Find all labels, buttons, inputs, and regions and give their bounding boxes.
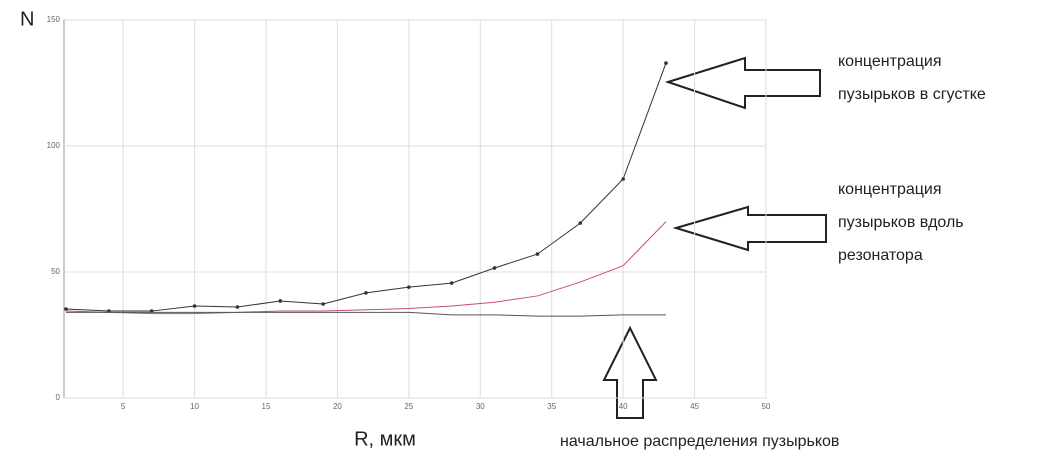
marker <box>621 177 625 181</box>
arrow <box>602 325 658 419</box>
annotation: концентрация <box>838 53 942 70</box>
y-tick-label: 50 <box>51 267 60 276</box>
x-tick-label: 45 <box>690 402 699 411</box>
annotation: пузырьков в сгустке <box>838 86 986 103</box>
x-tick-label: 35 <box>547 402 556 411</box>
x-tick-label: 10 <box>190 402 199 411</box>
x-axis-label: R, мкм <box>354 428 416 450</box>
marker <box>235 305 240 309</box>
y-tick-label: 150 <box>47 15 61 24</box>
x-tick-label: 5 <box>121 402 126 411</box>
x-tick-label: 30 <box>476 402 485 411</box>
x-tick-label: 25 <box>404 402 413 411</box>
marker <box>449 281 454 285</box>
annotation: начальное распределения пузырьков <box>560 433 839 450</box>
marker <box>321 302 325 306</box>
series-line <box>65 62 667 312</box>
arrows <box>602 56 827 419</box>
marker <box>407 285 411 289</box>
marker <box>278 299 283 303</box>
marker <box>64 307 68 311</box>
arrow <box>664 56 821 110</box>
marker <box>492 266 497 270</box>
marker <box>664 61 668 65</box>
annotation: резонатора <box>838 247 923 264</box>
marker <box>578 221 583 225</box>
x-tick-label: 40 <box>619 402 628 411</box>
y-tick-label: 0 <box>56 393 61 402</box>
series-line <box>66 311 666 317</box>
marker <box>192 304 197 308</box>
marker <box>364 291 368 295</box>
y-axis-label: N <box>20 8 34 30</box>
series-line <box>65 221 667 315</box>
arrow <box>672 205 827 252</box>
annotation: концентрация <box>838 181 942 198</box>
y-tick-label: 100 <box>47 141 61 150</box>
x-tick-label: 15 <box>262 402 271 411</box>
annotation: пузырьков вдоль <box>838 214 964 231</box>
marker <box>535 252 540 256</box>
x-tick-label: 20 <box>333 402 342 411</box>
x-tick-label: 50 <box>762 402 771 411</box>
